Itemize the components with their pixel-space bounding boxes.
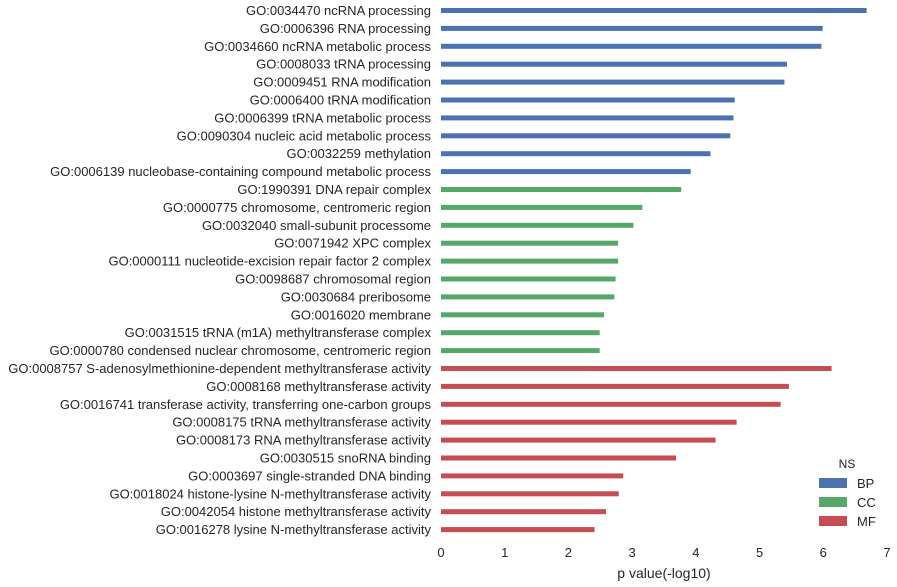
bar-mf-27 xyxy=(441,491,619,497)
bar-bp-0 xyxy=(441,8,867,13)
x-axis-ticks: 0 1 2 3 4 5 6 7 xyxy=(437,545,890,560)
category-label: GO:1990391 DNA repair complex xyxy=(237,182,431,197)
category-label: GO:0003697 single-stranded DNA binding xyxy=(188,468,431,483)
category-label: GO:0032259 methylation xyxy=(286,146,431,161)
bar-cc-18 xyxy=(441,330,600,336)
legend-swatch-mf xyxy=(819,516,847,526)
bar-mf-24 xyxy=(441,437,716,443)
category-label: GO:0034660 ncRNA metabolic process xyxy=(204,39,431,54)
x-tick-label: 0 xyxy=(437,545,444,560)
x-tick-label: 6 xyxy=(820,545,827,560)
bar-mf-28 xyxy=(441,509,607,515)
bar-cc-14 xyxy=(441,258,619,264)
category-label: GO:0016278 lysine N-methyltransferase ac… xyxy=(156,522,432,537)
bar-bp-2 xyxy=(441,43,822,49)
x-tick-label: 1 xyxy=(501,545,508,560)
category-label: GO:0006399 tRNA metabolic process xyxy=(214,110,431,125)
legend-label-bp: BP xyxy=(857,476,874,491)
category-label: GO:0008757 S-adenosylmethionine-dependen… xyxy=(8,361,431,376)
bar-bp-3 xyxy=(441,61,787,67)
bar-mf-23 xyxy=(441,419,737,425)
category-label: GO:0034470 ncRNA processing xyxy=(246,3,431,18)
bars xyxy=(441,8,867,533)
x-axis-title: p value(-log10) xyxy=(617,565,710,581)
bar-mf-20 xyxy=(441,366,832,371)
category-label: GO:0000775 chromosome, centromeric regio… xyxy=(163,200,431,215)
bar-bp-7 xyxy=(441,133,731,139)
category-label: GO:0042054 histone methyltransferase act… xyxy=(161,504,432,519)
bar-bp-5 xyxy=(441,97,735,103)
bar-mf-22 xyxy=(441,401,781,407)
bar-bp-8 xyxy=(441,151,711,157)
bar-cc-12 xyxy=(441,222,634,228)
category-label: GO:0008173 RNA methyltransferase activit… xyxy=(176,433,432,448)
category-label: GO:0016020 membrane xyxy=(291,307,431,322)
bar-cc-13 xyxy=(441,240,619,246)
category-label: GO:0016741 transferase activity, transfe… xyxy=(60,397,432,412)
bar-mf-21 xyxy=(441,383,789,389)
legend-label-cc: CC xyxy=(857,495,876,510)
x-tick-label: 5 xyxy=(756,545,763,560)
category-label: GO:0000111 nucleotide-excision repair fa… xyxy=(108,254,431,269)
category-label: GO:0030684 preribosome xyxy=(281,289,431,304)
category-label: GO:0090304 nucleic acid metabolic proces… xyxy=(177,128,432,143)
category-label: GO:0031515 tRNA (m1A) methyltransferase … xyxy=(125,325,432,340)
x-tick-label: 7 xyxy=(883,545,890,560)
category-label: GO:0006396 RNA processing xyxy=(260,21,431,36)
bar-cc-16 xyxy=(441,294,615,300)
legend-swatch-cc xyxy=(819,497,847,507)
category-labels: GO:0034470 ncRNA processing GO:0006396 RN… xyxy=(8,3,431,537)
bar-bp-1 xyxy=(441,25,823,31)
category-label: GO:0009451 RNA modification xyxy=(253,75,431,90)
bar-cc-10 xyxy=(441,187,682,192)
bar-cc-17 xyxy=(441,312,605,318)
bar-cc-11 xyxy=(441,204,643,210)
category-label: GO:0030515 snoRNA binding xyxy=(260,451,431,466)
x-tick-label: 2 xyxy=(565,545,572,560)
category-label: GO:0098687 chromosomal region xyxy=(235,272,431,287)
bar-cc-15 xyxy=(441,276,616,282)
category-label: GO:0006400 tRNA modification xyxy=(250,93,431,108)
category-label: GO:0032040 small-subunit processome xyxy=(202,218,431,233)
bar-cc-19 xyxy=(441,348,600,354)
legend-label-mf: MF xyxy=(857,514,876,529)
bar-mf-29 xyxy=(441,527,595,533)
category-label: GO:0008168 methyltransferase activity xyxy=(206,379,431,394)
bar-bp-6 xyxy=(441,115,734,121)
bar-mf-25 xyxy=(441,455,677,461)
x-tick-label: 3 xyxy=(629,545,636,560)
legend-title: NS xyxy=(839,457,856,471)
category-label: GO:0006139 nucleobase-containing compoun… xyxy=(50,164,431,179)
legend-swatch-bp xyxy=(819,478,847,488)
bar-mf-26 xyxy=(441,473,624,479)
legend: NS BP CC MF xyxy=(819,457,876,529)
bar-bp-4 xyxy=(441,79,785,85)
x-tick-label: 4 xyxy=(692,545,699,560)
category-label: GO:0000780 condensed nuclear chromosome,… xyxy=(49,343,431,358)
category-label: GO:0071942 XPC complex xyxy=(274,236,431,251)
bar-bp-9 xyxy=(441,169,691,175)
category-label: GO:0018024 histone-lysine N-methyltransf… xyxy=(109,486,431,501)
category-label: GO:0008033 tRNA processing xyxy=(256,57,431,72)
category-label: GO:0008175 tRNA methyltransferase activi… xyxy=(172,415,431,430)
